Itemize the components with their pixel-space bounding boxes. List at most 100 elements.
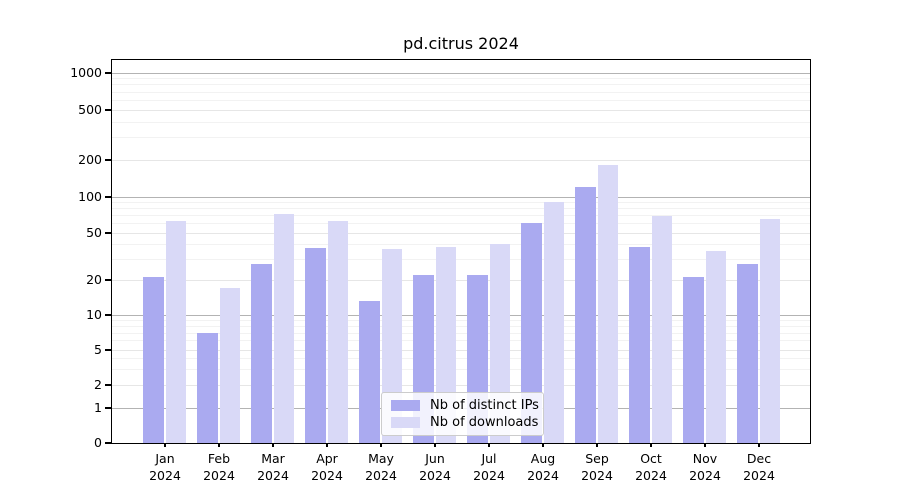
legend-label-downloads: Nb of downloads — [430, 415, 539, 430]
x-tick-label: Mar 2024 — [257, 451, 289, 483]
minor-gridline — [111, 340, 810, 342]
x-tick-label: Feb 2024 — [203, 451, 235, 483]
minor-gridline — [111, 369, 810, 370]
x-tick-mark — [272, 443, 274, 447]
bar-downloads — [219, 287, 240, 443]
y-tick-mark — [105, 442, 111, 444]
bar-distinct-ips — [305, 247, 326, 443]
bar-distinct-ips — [683, 277, 704, 443]
y-tick-mark — [105, 314, 111, 316]
x-tick-mark — [218, 443, 220, 447]
x-tick-mark — [326, 443, 328, 447]
y-tick-label: 100 — [78, 189, 102, 204]
y-tick-label: 10 — [86, 307, 102, 322]
minor-gridline — [111, 91, 810, 93]
x-tick-mark — [596, 443, 598, 447]
x-tick-label: Jun 2024 — [419, 451, 451, 483]
bar-downloads — [597, 165, 618, 443]
minor-gridline — [111, 332, 810, 334]
sub-gridline — [111, 109, 810, 111]
major-gridline — [111, 196, 810, 198]
x-tick-label: Dec 2024 — [743, 451, 775, 483]
sub-gridline — [111, 384, 810, 386]
y-tick-mark — [105, 349, 111, 351]
legend-label-distinct-ips: Nb of distinct IPs — [430, 398, 539, 413]
y-tick-label: 50 — [86, 225, 102, 240]
plot-area — [110, 58, 811, 444]
minor-gridline — [111, 215, 810, 217]
minor-gridline — [111, 223, 810, 225]
bar-distinct-ips — [143, 277, 164, 443]
x-tick-mark — [704, 443, 706, 447]
x-tick-label: May 2024 — [365, 451, 397, 483]
bar-distinct-ips — [251, 264, 272, 443]
major-gridline — [111, 314, 810, 316]
y-tick-label: 5 — [94, 342, 102, 357]
minor-gridline — [111, 78, 810, 80]
bar-distinct-ips — [197, 332, 218, 443]
sub-gridline — [111, 232, 810, 234]
bar-distinct-ips — [737, 264, 758, 443]
minor-gridline — [111, 243, 810, 245]
bar-downloads — [543, 201, 564, 443]
x-tick-mark — [488, 443, 490, 447]
minor-gridline — [111, 258, 810, 260]
x-tick-label: Oct 2024 — [635, 451, 667, 483]
bar-distinct-ips — [629, 246, 650, 443]
y-tick-label: 0 — [94, 435, 102, 450]
y-tick-mark — [105, 407, 111, 409]
sub-gridline — [111, 159, 810, 161]
bar-distinct-ips — [575, 186, 596, 443]
x-tick-label: Aug 2024 — [527, 451, 559, 483]
x-tick-mark — [758, 443, 760, 447]
y-tick-mark — [105, 159, 111, 161]
y-tick-label: 20 — [86, 272, 102, 287]
y-tick-label: 200 — [78, 152, 102, 167]
minor-gridline — [111, 99, 810, 101]
minor-gridline — [111, 201, 810, 203]
sub-gridline — [111, 279, 810, 281]
minor-gridline — [111, 208, 810, 210]
bar-downloads — [327, 221, 348, 443]
legend-swatch-downloads — [391, 417, 420, 428]
major-gridline — [111, 72, 810, 74]
bar-downloads — [165, 221, 186, 443]
y-tick-label: 2 — [94, 377, 102, 392]
minor-gridline — [111, 84, 810, 86]
y-tick-mark — [105, 232, 111, 234]
chart-title: pd.citrus 2024 — [403, 34, 519, 53]
y-tick-mark — [105, 72, 111, 74]
bar-downloads — [273, 214, 294, 443]
bar-distinct-ips — [521, 223, 542, 443]
legend-entry-distinct-ips: Nb of distinct IPs — [391, 398, 539, 413]
y-tick-mark — [105, 196, 111, 198]
x-tick-mark — [434, 443, 436, 447]
bar-downloads — [759, 218, 780, 443]
x-tick-label: Jan 2024 — [149, 451, 181, 483]
bar-downloads — [651, 215, 672, 443]
x-tick-label: Sep 2024 — [581, 451, 613, 483]
x-tick-mark — [164, 443, 166, 447]
legend-swatch-distinct-ips — [391, 400, 420, 411]
y-tick-mark — [105, 109, 111, 111]
x-tick-mark — [542, 443, 544, 447]
minor-gridline — [111, 121, 810, 123]
x-tick-label: Jul 2024 — [473, 451, 505, 483]
y-tick-mark — [105, 384, 111, 386]
minor-gridline — [111, 325, 810, 327]
minor-gridline — [111, 137, 810, 139]
y-tick-label: 1 — [94, 400, 102, 415]
y-tick-mark — [105, 279, 111, 281]
x-tick-label: Apr 2024 — [311, 451, 343, 483]
y-tick-label: 500 — [78, 102, 102, 117]
x-tick-mark — [650, 443, 652, 447]
minor-gridline — [111, 319, 810, 321]
x-tick-label: Nov 2024 — [689, 451, 721, 483]
minor-gridline — [111, 358, 810, 360]
legend-entry-downloads: Nb of downloads — [391, 415, 539, 430]
bar-downloads — [705, 250, 726, 443]
y-tick-label: 1000 — [70, 65, 102, 80]
legend: Nb of distinct IPs Nb of downloads — [381, 392, 544, 436]
bar-distinct-ips — [359, 301, 380, 443]
